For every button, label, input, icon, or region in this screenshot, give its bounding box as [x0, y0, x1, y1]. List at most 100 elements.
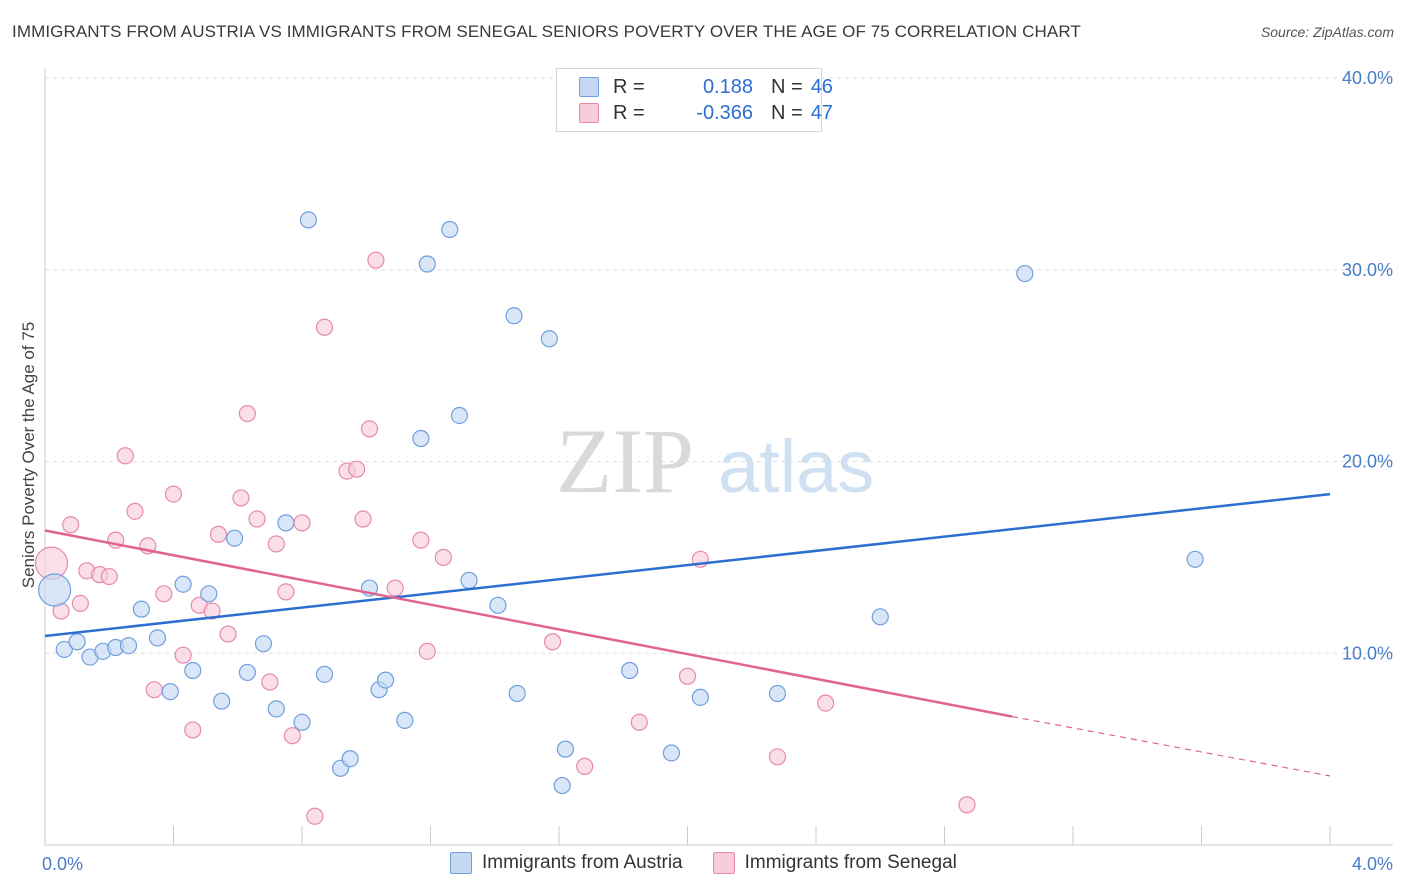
austria-point — [662, 744, 681, 762]
legend-row-senegal: R = -0.366 N = 47 — [579, 101, 833, 125]
senegal-trend-extension — [1011, 715, 1331, 777]
senegal-point — [418, 642, 436, 660]
chart-title: IMMIGRANTS FROM AUSTRIA VS IMMIGRANTS FR… — [12, 22, 1081, 41]
legend-r-label: R = — [613, 101, 645, 124]
senegal-point — [155, 585, 173, 603]
austria-point — [508, 684, 526, 703]
austria-point — [418, 255, 436, 273]
legend-row-austria: R = 0.188 N = 46 — [579, 75, 833, 99]
austria-point — [768, 684, 787, 703]
watermark-zip: ZIP — [556, 410, 694, 512]
senegal-point — [412, 531, 430, 549]
senegal-point — [164, 485, 183, 503]
grid — [45, 77, 1393, 654]
austria-point — [315, 665, 334, 683]
austria-point — [267, 700, 285, 718]
senegal-point — [203, 602, 221, 620]
axes — [44, 68, 1393, 846]
austria-point — [132, 600, 150, 618]
senegal-point — [219, 625, 237, 643]
austria-point — [1016, 264, 1034, 283]
senegal-swatch — [712, 852, 735, 874]
tick-labels: 10.0% 20.0% 30.0% 40.0% 0.0% 4.0% — [42, 68, 1393, 874]
senegal-point — [543, 633, 562, 651]
senegal-point — [367, 251, 385, 269]
austria-point — [68, 633, 86, 651]
senegal-point — [248, 510, 266, 528]
source-label: Source: ZipAtlas.com — [1260, 24, 1394, 40]
senegal-swatch — [579, 103, 599, 123]
legend-n-label: N = — [771, 75, 803, 98]
senegal-point — [768, 748, 787, 766]
senegal-point — [958, 796, 976, 814]
senegal-points — [34, 251, 976, 825]
senegal-point — [261, 673, 279, 691]
legend-n-label: N = — [771, 101, 803, 124]
austria-point — [621, 661, 639, 680]
austria-point — [148, 629, 167, 647]
senegal-point — [126, 502, 144, 520]
y-tick-label: 10.0% — [1342, 643, 1393, 663]
austria-point — [556, 740, 575, 758]
austria-point — [341, 750, 359, 768]
austria-point — [184, 661, 202, 680]
austria-point — [225, 529, 244, 547]
y-tick-label: 20.0% — [1342, 452, 1393, 472]
austria-point — [691, 688, 709, 706]
austria-point — [161, 682, 179, 701]
austria-point — [376, 671, 395, 689]
legend-n-value: 47 — [810, 101, 833, 124]
legend-r-value: 0.188 — [702, 75, 753, 98]
senegal-point — [315, 318, 334, 336]
austria-point — [871, 608, 889, 626]
senegal-point — [62, 516, 80, 534]
legend-r-value: -0.366 — [696, 101, 753, 124]
x-tick-label: 4.0% — [1352, 854, 1393, 874]
senegal-point — [576, 757, 594, 775]
austria-point — [200, 585, 218, 603]
austria-point — [505, 307, 523, 325]
austria-point — [1186, 550, 1204, 568]
senegal-point — [232, 489, 250, 507]
austria-swatch — [450, 852, 472, 874]
austria-point — [412, 429, 430, 448]
austria-point — [55, 640, 73, 659]
senegal-point — [145, 681, 163, 699]
senegal-point — [817, 694, 835, 712]
senegal-point — [386, 579, 404, 597]
austria-point — [238, 663, 256, 682]
austria-point — [213, 692, 231, 710]
austria-point — [540, 330, 558, 348]
senegal-point — [630, 713, 648, 731]
legend: R = 0.188 N = 46 R = -0.366 N = 47 — [556, 68, 833, 132]
senegal-point — [434, 548, 452, 566]
austria-point — [450, 406, 469, 425]
austria-points — [38, 211, 1204, 795]
watermark: ZIP atlas — [556, 410, 874, 512]
austria-trend-line — [44, 492, 1331, 638]
y-tick-label: 40.0% — [1342, 68, 1393, 88]
austria-point — [277, 514, 295, 532]
bottom-legend-senegal-label: Immigrants from Senegal — [744, 852, 957, 873]
austria-point — [38, 573, 72, 607]
x-tick-label: 0.0% — [42, 854, 83, 874]
senegal-point — [184, 721, 202, 739]
austria-point — [460, 571, 478, 589]
austria-point — [441, 220, 459, 239]
austria-swatch — [579, 77, 599, 97]
senegal-point — [360, 420, 379, 438]
senegal-point — [267, 535, 285, 553]
austria-point — [553, 776, 571, 795]
senegal-point — [277, 583, 295, 601]
bottom-legend: Immigrants from Austria Immigrants from … — [450, 852, 987, 874]
senegal-point — [238, 404, 256, 423]
y-tick-label: 30.0% — [1342, 260, 1393, 280]
watermark-atlas: atlas — [718, 425, 874, 508]
bottom-legend-austria: Immigrants from Austria — [450, 852, 683, 874]
austria-point — [299, 211, 318, 229]
senegal-point — [71, 594, 89, 612]
senegal-point — [293, 514, 311, 532]
senegal-point — [116, 447, 134, 465]
austria-point — [174, 575, 192, 593]
austria-point — [293, 713, 311, 731]
